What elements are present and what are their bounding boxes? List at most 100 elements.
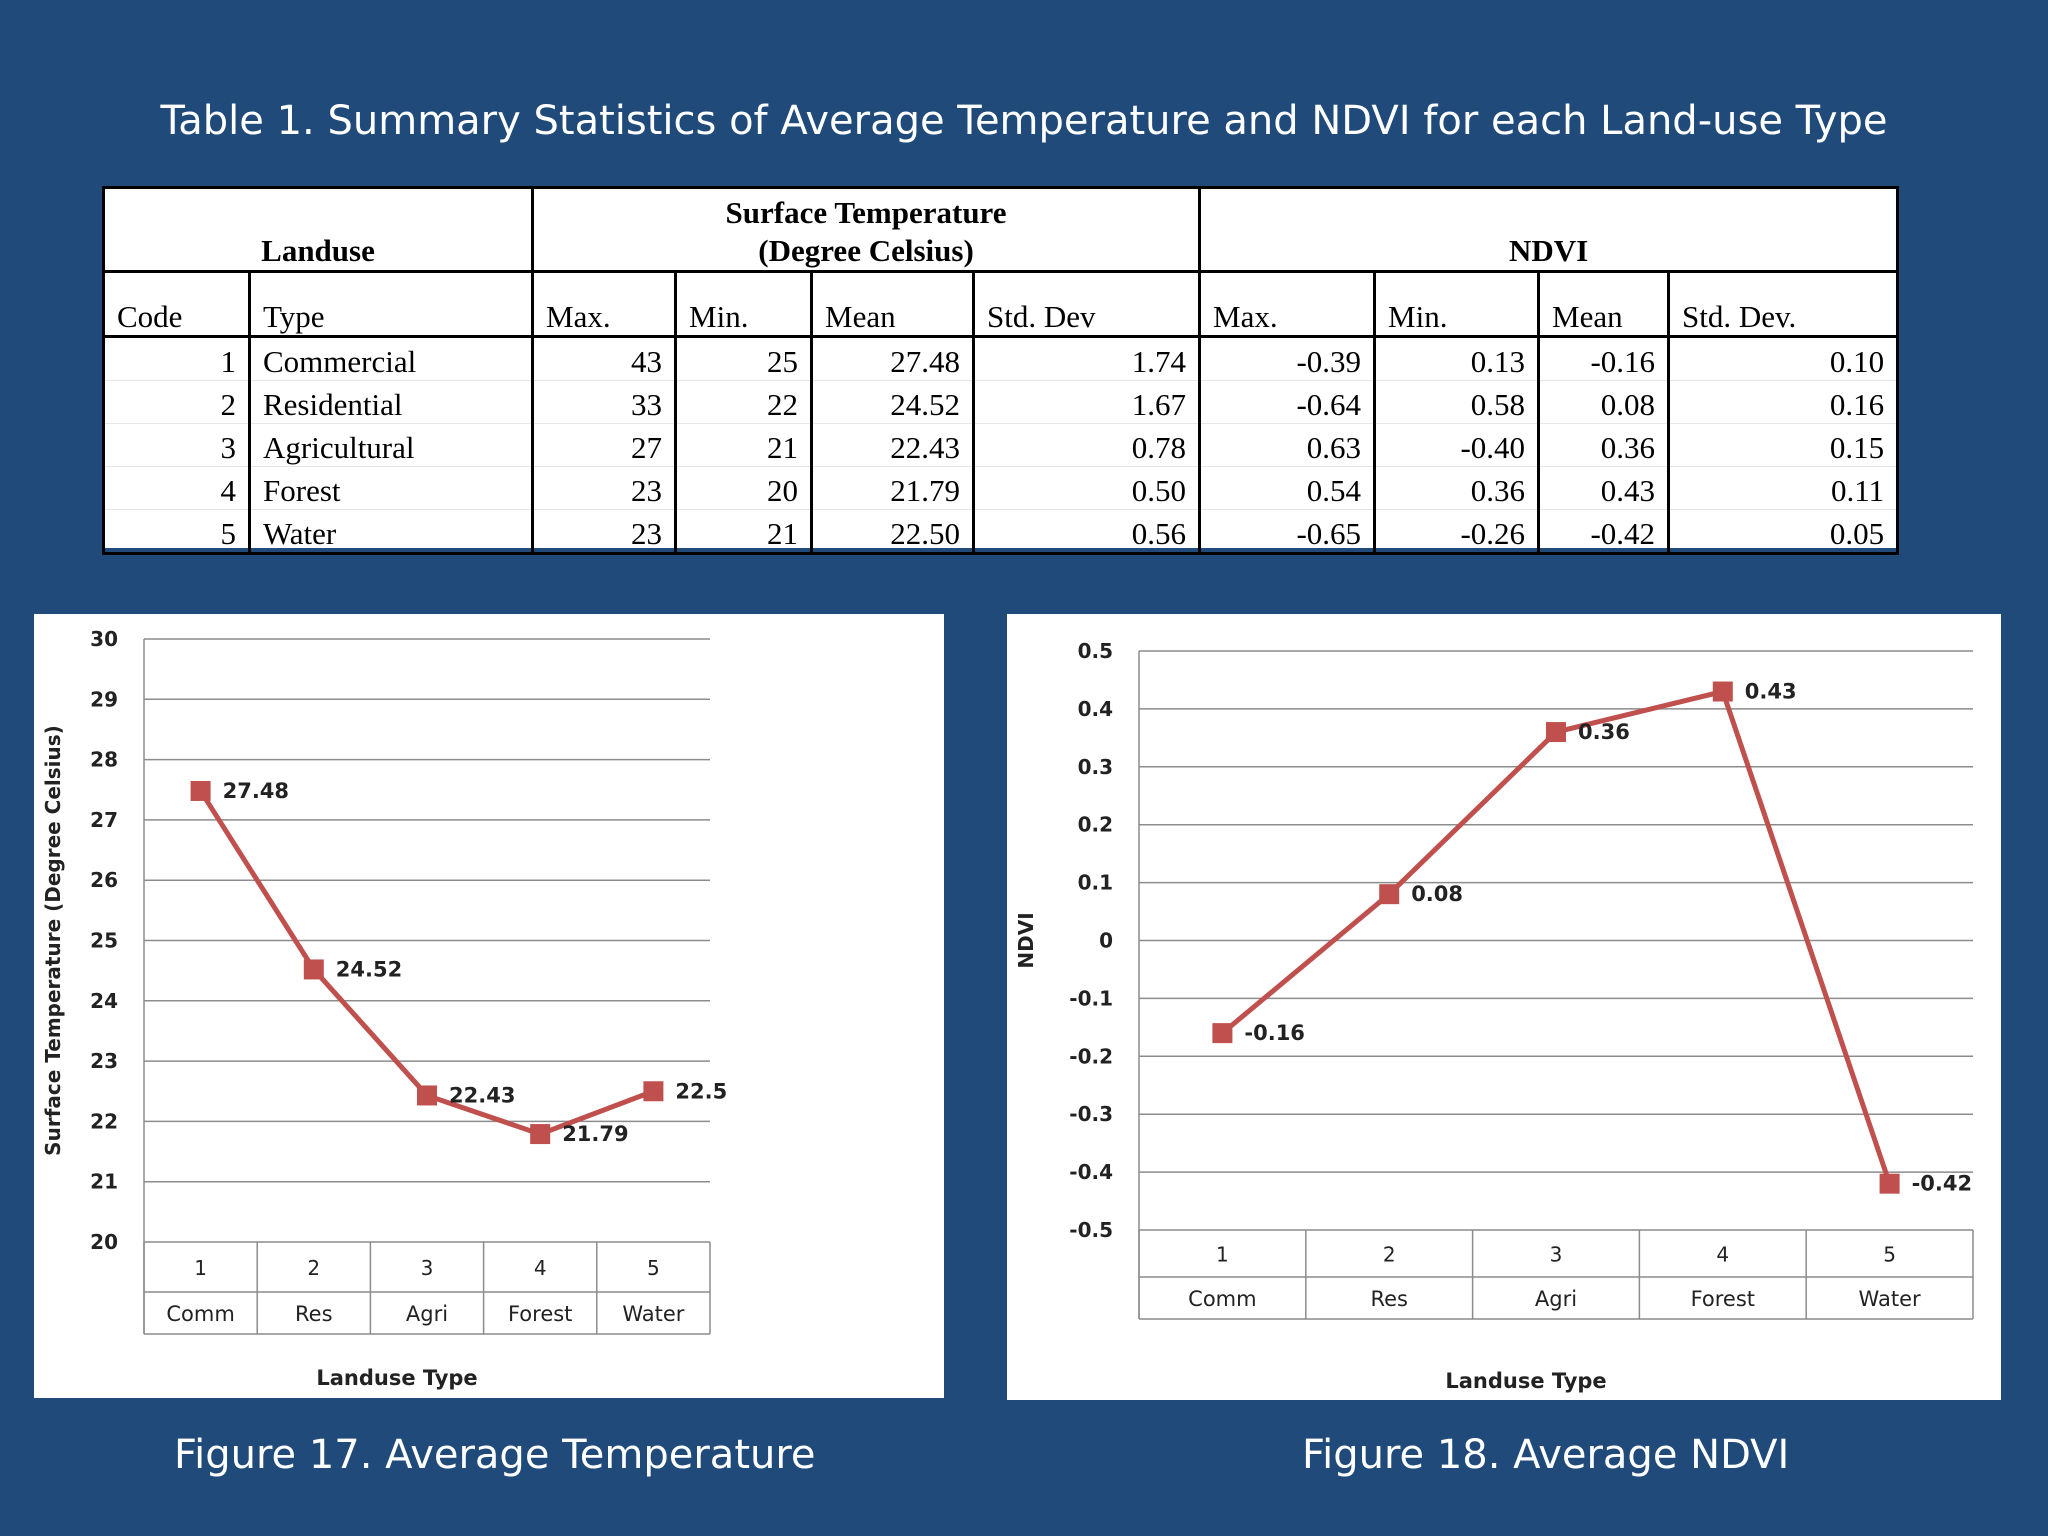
cell-code: 4	[102, 466, 251, 510]
x-category-label: Comm	[1188, 1287, 1256, 1311]
x-axis-title: Landuse Type	[1445, 1369, 1606, 1393]
cell-type: Water	[247, 509, 535, 555]
cell-temp-mean: 21.79	[810, 466, 976, 510]
cell-type: Forest	[247, 466, 535, 510]
cell-ndvi-min: -0.40	[1373, 423, 1541, 467]
cell-temp-mean: 27.48	[810, 336, 976, 381]
y-tick-label: 23	[90, 1049, 118, 1073]
col-type: Type	[247, 270, 535, 338]
table-row: 1 Commercial 43 25 27.48 1.74 -0.39 0.13 -0.16 0.…	[102, 336, 1900, 381]
x-category-label: Forest	[508, 1302, 572, 1326]
cell-ndvi-min: 0.36	[1373, 466, 1541, 510]
data-label: 0.08	[1411, 882, 1463, 906]
y-tick-label: 30	[90, 627, 118, 651]
table-row: 2 Residential 33 22 24.52 1.67 -0.64 0.58 0.08 0.…	[102, 380, 1900, 424]
ndvi-chart-svg: -0.5 -0.4 -0.3 -0.2 -0.1 0 0.1 0.2 0.3 0.4 0.5 1 2 3 4…	[1014, 639, 1974, 1393]
col-temp-max: Max.	[531, 270, 678, 338]
y-tick-label: 24	[90, 989, 118, 1013]
cell-temp-mean: 22.50	[810, 509, 976, 555]
figure-18-caption: Figure 18. Average NDVI	[1302, 1432, 1790, 1478]
cell-type: Commercial	[247, 336, 535, 381]
cell-temp-std: 0.78	[972, 423, 1202, 467]
cell-code: 5	[102, 509, 251, 555]
data-point	[1879, 1173, 1900, 1194]
col-ndvi-max: Max.	[1198, 270, 1377, 338]
cell-temp-max: 43	[531, 336, 678, 381]
cell-temp-std: 0.50	[972, 466, 1202, 510]
cell-ndvi-std: 0.11	[1667, 466, 1900, 510]
cell-temp-min: 20	[674, 466, 814, 510]
y-tick-label: 21	[90, 1170, 118, 1194]
series-line	[198, 789, 655, 1137]
col-temp-std: Std. Dev	[972, 270, 1202, 338]
ndvi-chart: -0.5 -0.4 -0.3 -0.2 -0.1 0 0.1 0.2 0.3 0.4 0.5 1 2 3 4…	[1007, 614, 2001, 1400]
cell-temp-std: 0.56	[972, 509, 1202, 555]
data-point	[417, 1085, 437, 1106]
data-label: 21.79	[562, 1122, 628, 1146]
cell-ndvi-min: -0.26	[1373, 509, 1541, 555]
cell-temp-max: 23	[531, 466, 678, 510]
y-tick-label: 22	[90, 1109, 118, 1133]
temperature-chart: 20 21 22 23 24 25 26 27 28 29 30 1 2 3 4 5 Comm Res Agri Fo…	[34, 614, 944, 1398]
x-category-label: Agri	[1535, 1287, 1577, 1311]
cell-ndvi-mean: 0.36	[1537, 423, 1671, 467]
x-tick-label: 4	[1716, 1243, 1729, 1267]
data-label: -0.42	[1912, 1172, 1973, 1196]
cell-ndvi-mean: 0.43	[1537, 466, 1671, 510]
col-temp-mean: Mean	[810, 270, 976, 338]
x-category-label: Res	[1370, 1287, 1408, 1311]
cell-temp-max: 23	[531, 509, 678, 555]
cell-temp-std: 1.74	[972, 336, 1202, 381]
x-tick-label: 2	[1383, 1243, 1396, 1267]
y-tick-label: -0.4	[1069, 1160, 1113, 1184]
y-axis-title: Surface Temperature (Degree Celsius)	[41, 725, 65, 1156]
data-point	[1546, 722, 1566, 743]
x-category-label: Forest	[1691, 1287, 1755, 1311]
y-tick-label: -0.5	[1069, 1218, 1113, 1242]
cell-ndvi-mean: 0.08	[1537, 380, 1671, 424]
x-axis-title: Landuse Type	[316, 1366, 477, 1390]
cell-type: Residential	[247, 380, 535, 424]
x-tick-label: 3	[1550, 1243, 1563, 1267]
y-tick-label: 0.1	[1078, 871, 1113, 895]
y-tick-label: 0.5	[1078, 639, 1113, 663]
x-tick-label: 5	[647, 1256, 660, 1280]
cell-ndvi-mean: -0.16	[1537, 336, 1671, 381]
data-label: 0.36	[1578, 720, 1630, 744]
cell-temp-min: 25	[674, 336, 814, 381]
y-tick-label: 28	[90, 748, 118, 772]
slide-title: Table 1. Summary Statistics of Average T…	[160, 98, 1888, 144]
y-tick-label: 0.4	[1078, 697, 1113, 721]
cell-ndvi-min: 0.13	[1373, 336, 1541, 381]
col-temp-min: Min.	[674, 270, 814, 338]
y-tick-label: 25	[90, 929, 118, 953]
col-ndvi-std: Std. Dev.	[1667, 270, 1900, 338]
cell-temp-max: 33	[531, 380, 678, 424]
cell-temp-min: 21	[674, 509, 814, 555]
data-label: 22.5	[675, 1079, 727, 1103]
data-label: 24.52	[336, 957, 402, 981]
data-point	[190, 780, 211, 801]
data-label: 22.43	[449, 1083, 515, 1107]
cell-ndvi-std: 0.10	[1667, 336, 1900, 381]
col-ndvi-min: Min.	[1373, 270, 1541, 338]
x-category-label: Water	[622, 1302, 684, 1326]
x-category-label: Res	[295, 1302, 333, 1326]
cell-ndvi-max: 0.63	[1198, 423, 1377, 467]
series-line	[1220, 688, 1892, 1185]
surface-temperature-header: Surface Temperature (Degree Celsius)	[531, 186, 1202, 273]
data-point	[1712, 681, 1733, 702]
x-category-label: Comm	[166, 1302, 234, 1326]
data-point	[1212, 1023, 1233, 1044]
cell-ndvi-std: 0.16	[1667, 380, 1900, 424]
cell-ndvi-mean: -0.42	[1537, 509, 1671, 555]
x-tick-label: 4	[534, 1256, 547, 1280]
col-ndvi-mean: Mean	[1537, 270, 1671, 338]
y-tick-label: 0	[1099, 929, 1113, 953]
y-tick-label: 0.2	[1078, 813, 1113, 837]
table-row: 3 Agricultural 27 21 22.43 0.78 0.63 -0.40 0.36 0…	[102, 423, 1900, 467]
x-category-label: Water	[1859, 1287, 1921, 1311]
data-point	[1379, 884, 1400, 905]
y-tick-label: 20	[90, 1230, 118, 1254]
